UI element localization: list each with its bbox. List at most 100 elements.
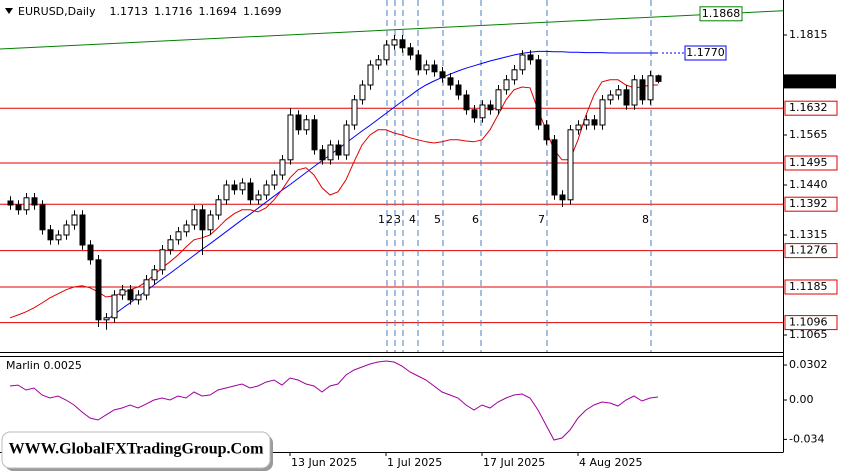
candle-body	[127, 289, 134, 301]
candle-body	[607, 94, 614, 101]
watermark-box	[1, 431, 271, 469]
moving-average	[105, 50, 658, 321]
candle-body	[263, 184, 270, 196]
candle-body	[447, 77, 454, 86]
candle-body	[599, 99, 606, 126]
candle-body	[431, 64, 438, 73]
current-price-label: 1.1699	[789, 74, 828, 87]
candle-body	[543, 124, 550, 141]
level-label: 1.1096	[789, 316, 828, 329]
candle-body	[415, 54, 422, 71]
candle-body	[575, 124, 582, 131]
candle-body	[519, 54, 526, 71]
candle-body	[103, 317, 110, 321]
y-tick-label: 1.1565	[789, 128, 828, 141]
indicator-line	[9, 360, 659, 441]
marker-label: 3	[394, 213, 401, 226]
candle-body	[255, 194, 262, 201]
candle-body	[287, 114, 294, 161]
candle-body	[167, 239, 174, 251]
level-label-box	[784, 315, 838, 331]
x-tick-label: 4 Aug 2025	[579, 456, 642, 469]
candle-body	[591, 119, 598, 126]
watermark: WWW.GlobalFXTradingGroup.Com	[1, 431, 273, 471]
candle-body	[175, 231, 182, 241]
candle-body	[527, 54, 534, 61]
x-tick-label: 17 Jul 2025	[483, 456, 545, 469]
candle-body	[495, 89, 502, 111]
candle-body	[639, 79, 646, 101]
candle-body	[151, 269, 158, 281]
candle-body	[463, 94, 470, 111]
chart-title: EURUSD,Daily	[18, 5, 96, 18]
candle-body	[223, 184, 230, 201]
candle-body	[327, 144, 334, 161]
level-label-box	[784, 100, 838, 116]
candle-body	[535, 59, 542, 126]
candle-body	[487, 104, 494, 111]
ma-label-box	[684, 45, 727, 61]
candle-body	[231, 184, 238, 191]
candle-body	[15, 204, 22, 211]
candle-body	[503, 79, 510, 91]
candle-body	[279, 159, 286, 176]
level-label-box	[784, 279, 838, 295]
candle-body	[343, 124, 350, 156]
candle-body	[207, 214, 214, 231]
candle-body	[239, 182, 246, 191]
candle-body	[407, 47, 414, 56]
candle-body	[143, 279, 150, 296]
trendline-label: 1.1868	[702, 7, 741, 20]
level-label: 1.1632	[789, 101, 828, 114]
marker-label: 8	[642, 213, 649, 226]
level-label: 1.1495	[789, 156, 828, 169]
candle-body	[247, 182, 254, 201]
trendline	[0, 10, 784, 50]
candle-body	[647, 75, 654, 101]
indicator-tick-label: 0.00	[789, 393, 814, 406]
chart-header: EURUSD,Daily 1.1713 1.1716 1.1694 1.1699	[18, 5, 281, 18]
candle-body	[359, 84, 366, 101]
candle-body	[31, 197, 38, 206]
candle-body	[375, 59, 382, 66]
indicator-title: Marlin 0.0025	[6, 359, 82, 372]
ma-label: 1.1770	[686, 46, 725, 59]
candle-body	[511, 69, 518, 81]
marker-label: 7	[538, 213, 545, 226]
candle-body	[183, 224, 190, 233]
y-tick-label: 1.1315	[789, 228, 828, 241]
level-label-box	[784, 196, 838, 212]
ohlc-low: 1.1694	[198, 5, 237, 18]
level-label-box	[784, 155, 838, 171]
candle-body	[71, 214, 78, 226]
ohlc-open: 1.1713	[109, 5, 148, 18]
candle-body	[423, 64, 430, 71]
candle-body	[191, 209, 198, 226]
y-tick-label: 1.1815	[789, 28, 828, 41]
candle-body	[567, 129, 574, 201]
candle-body	[95, 259, 102, 321]
candle-body	[47, 229, 54, 241]
candle-body	[23, 197, 30, 211]
candle-body	[471, 109, 478, 119]
candle-body	[63, 224, 70, 236]
candle-body	[455, 84, 462, 96]
marker-label: 6	[472, 213, 479, 226]
level-label: 1.1392	[789, 197, 828, 210]
indicator-tick-label: 0.0302	[789, 358, 828, 371]
candle-body	[199, 209, 206, 231]
y-tick-label: 1.1065	[789, 328, 828, 341]
candle-body	[655, 75, 662, 82]
candle-body	[111, 294, 118, 319]
candle-body	[7, 200, 14, 206]
marker-label: 5	[434, 213, 441, 226]
symbol-icon	[5, 8, 13, 14]
candle-body	[583, 119, 590, 126]
candle-body	[631, 79, 638, 106]
marker-label: 1	[378, 213, 385, 226]
candle-body	[319, 149, 326, 161]
x-tick-label: 1 Jul 2025	[387, 456, 442, 469]
marker-label: 4	[409, 213, 416, 226]
